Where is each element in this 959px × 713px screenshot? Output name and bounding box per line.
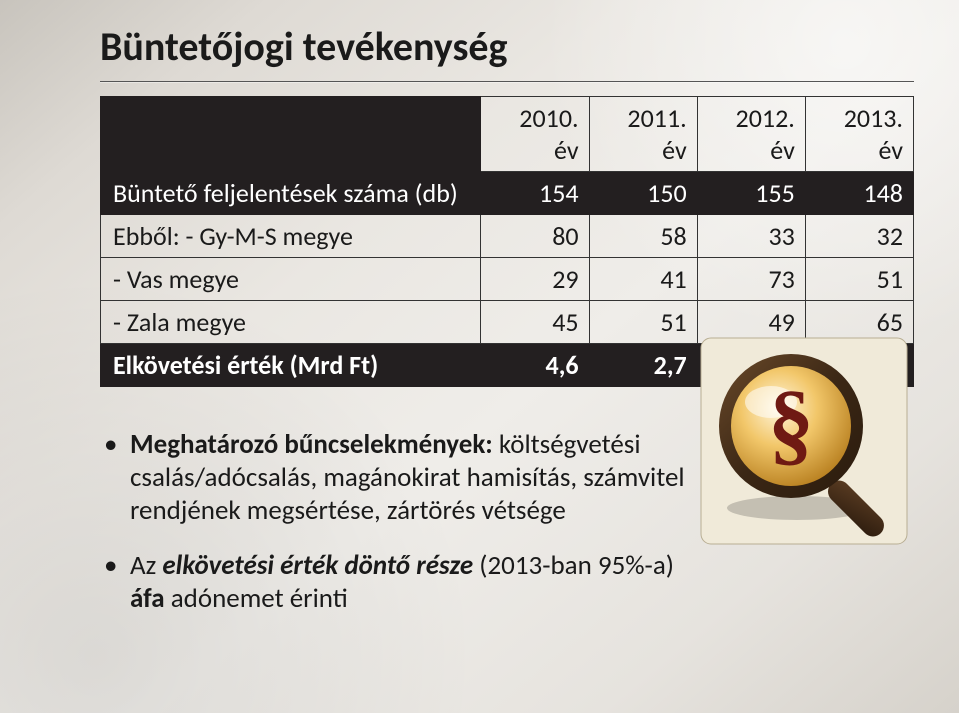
row-value: 29 bbox=[481, 258, 589, 301]
row-value: 4,6 bbox=[481, 344, 589, 387]
header-cell: 2013. év bbox=[805, 97, 913, 172]
row-value: 45 bbox=[481, 301, 589, 344]
row-value: 148 bbox=[805, 172, 913, 215]
row-label: Elkövetési érték (Mrd Ft) bbox=[101, 344, 481, 387]
text-run: adónemet érinti bbox=[171, 582, 348, 615]
row-value: 154 bbox=[481, 172, 589, 215]
row-label: Ebből: - Gy-M-S megye bbox=[101, 215, 481, 258]
text-run: Az bbox=[130, 549, 162, 582]
row-label: - Vas megye bbox=[101, 258, 481, 301]
text-run: elkövetési érték döntő része bbox=[162, 549, 479, 582]
text-run: (2013-ban 95%-a) bbox=[479, 549, 674, 582]
bullet-list: Meghatározó bűncselekmények: költségveté… bbox=[100, 429, 710, 616]
header-cell: 2011. év bbox=[589, 97, 697, 172]
row-label: - Zala megye bbox=[101, 301, 481, 344]
svg-text:§: § bbox=[768, 372, 814, 474]
row-value: 150 bbox=[589, 172, 697, 215]
header-cell: 2010. év bbox=[481, 97, 589, 172]
table-row: Büntető feljelentések száma (db)15415015… bbox=[101, 172, 914, 215]
row-value: 32 bbox=[805, 215, 913, 258]
row-value: 73 bbox=[697, 258, 805, 301]
row-value: 33 bbox=[697, 215, 805, 258]
row-value: 155 bbox=[697, 172, 805, 215]
text-run: áfa bbox=[130, 582, 171, 615]
table-row: Ebből: - Gy-M-S megye80583332 bbox=[101, 215, 914, 258]
list-item: Meghatározó bűncselekmények: költségveté… bbox=[100, 429, 710, 528]
row-label: Büntető feljelentések száma (db) bbox=[101, 172, 481, 215]
list-item: Az elkövetési érték döntő része (2013-ba… bbox=[100, 550, 710, 616]
header-cell bbox=[101, 97, 481, 172]
row-value: 51 bbox=[589, 301, 697, 344]
row-value: 41 bbox=[589, 258, 697, 301]
text-run: Meghatározó bűncselekmények: bbox=[130, 428, 499, 461]
row-value: 51 bbox=[805, 258, 913, 301]
slide: Büntetőjogi tevékenység 2010. év 2011. é… bbox=[0, 0, 959, 616]
title-underline bbox=[100, 81, 914, 82]
row-value: 2,7 bbox=[589, 344, 697, 387]
row-value: 58 bbox=[589, 215, 697, 258]
slide-title: Büntetőjogi tevékenység bbox=[100, 22, 899, 71]
magnifier-paragraph-icon: § bbox=[699, 336, 909, 546]
header-cell: 2012. év bbox=[697, 97, 805, 172]
row-value: 80 bbox=[481, 215, 589, 258]
table-header: 2010. év 2011. év 2012. év 2013. év bbox=[101, 97, 914, 172]
table-row: - Vas megye29417351 bbox=[101, 258, 914, 301]
